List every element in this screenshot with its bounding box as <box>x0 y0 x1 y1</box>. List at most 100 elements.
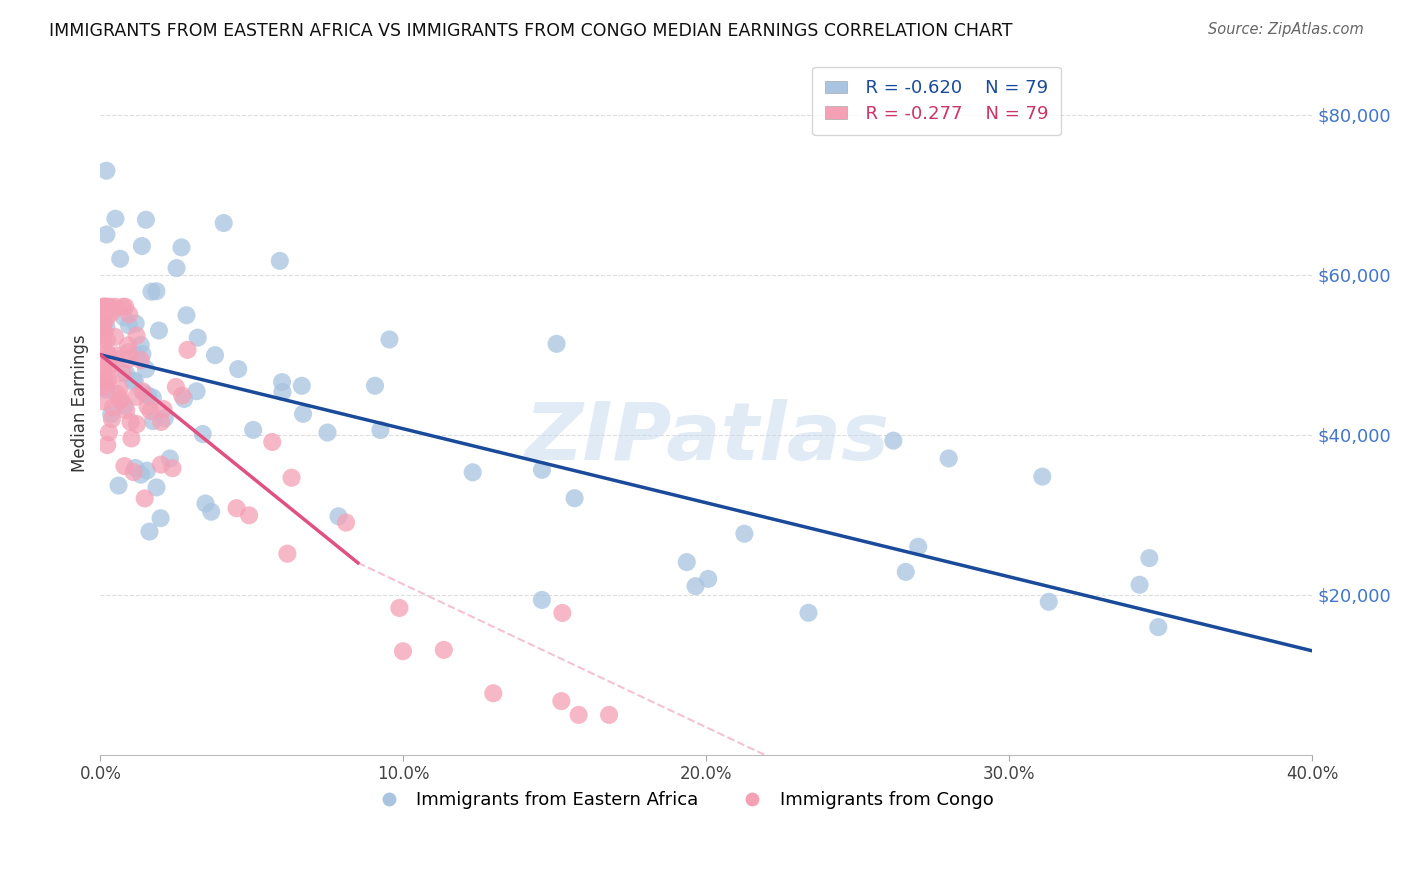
Point <box>98 350 121 364</box>
Point <box>280 471 302 485</box>
Text: ZIPatlas: ZIPatlas <box>524 399 889 477</box>
Point <box>124 317 146 331</box>
Point <box>276 547 298 561</box>
Point <box>149 511 172 525</box>
Point <box>166 261 188 276</box>
Point <box>105 348 128 362</box>
Point <box>242 423 264 437</box>
Point <box>115 403 138 417</box>
Point <box>129 353 152 368</box>
Point <box>93 318 115 333</box>
Point <box>1038 595 1060 609</box>
Point <box>378 333 401 347</box>
Point <box>546 336 568 351</box>
Point <box>93 359 115 373</box>
Point <box>108 252 131 266</box>
Point <box>96 358 118 372</box>
Point <box>1031 469 1053 483</box>
Point <box>108 382 131 396</box>
Point <box>194 496 217 510</box>
Point <box>93 337 115 351</box>
Point <box>191 427 214 442</box>
Point <box>131 239 153 253</box>
Point <box>93 300 115 314</box>
Point <box>124 461 146 475</box>
Point <box>568 707 591 722</box>
Point <box>173 392 195 406</box>
Point <box>107 387 129 401</box>
Point <box>697 572 720 586</box>
Point <box>392 644 415 658</box>
Point <box>894 565 917 579</box>
Point <box>117 352 139 367</box>
Point <box>96 346 118 360</box>
Point <box>733 526 755 541</box>
Point <box>120 415 142 429</box>
Point <box>148 324 170 338</box>
Point <box>101 412 124 426</box>
Point <box>104 211 127 226</box>
Legend: Immigrants from Eastern Africa, Immigrants from Congo: Immigrants from Eastern Africa, Immigran… <box>364 784 1001 816</box>
Point <box>226 362 249 376</box>
Point <box>328 509 350 524</box>
Point <box>550 694 572 708</box>
Point <box>135 464 157 478</box>
Point <box>114 300 136 314</box>
Point <box>96 374 118 388</box>
Point <box>93 316 115 330</box>
Point <box>176 343 198 357</box>
Point <box>93 326 115 340</box>
Point <box>225 501 247 516</box>
Point <box>204 348 226 362</box>
Point <box>335 516 357 530</box>
Point <box>122 375 145 389</box>
Point <box>159 451 181 466</box>
Point <box>797 606 820 620</box>
Point <box>172 388 194 402</box>
Point <box>262 434 284 449</box>
Point <box>93 380 115 394</box>
Point <box>136 400 159 414</box>
Point <box>104 300 127 314</box>
Point <box>114 458 136 473</box>
Point <box>162 461 184 475</box>
Point <box>129 338 152 352</box>
Point <box>482 686 505 700</box>
Point <box>110 392 132 407</box>
Point <box>100 306 122 320</box>
Point <box>551 606 574 620</box>
Point <box>1137 551 1160 566</box>
Point <box>93 372 115 386</box>
Point <box>212 216 235 230</box>
Point <box>100 300 122 314</box>
Point <box>96 310 118 325</box>
Point <box>108 392 131 407</box>
Point <box>200 505 222 519</box>
Point <box>131 384 153 399</box>
Point <box>145 480 167 494</box>
Point <box>145 284 167 298</box>
Point <box>104 330 127 344</box>
Point <box>150 415 173 429</box>
Point <box>316 425 339 440</box>
Point <box>111 366 134 380</box>
Point <box>170 240 193 254</box>
Point <box>530 593 553 607</box>
Point <box>93 310 115 325</box>
Point <box>93 300 115 314</box>
Point <box>132 386 155 401</box>
Point <box>1147 620 1170 634</box>
Point <box>97 425 120 440</box>
Point <box>153 411 176 425</box>
Point <box>93 377 115 392</box>
Point <box>112 300 135 314</box>
Point <box>292 407 315 421</box>
Point <box>364 378 387 392</box>
Point <box>117 338 139 352</box>
Point <box>138 524 160 539</box>
Point <box>96 227 118 242</box>
Point <box>118 307 141 321</box>
Point <box>131 347 153 361</box>
Point <box>120 431 142 445</box>
Point <box>238 508 260 523</box>
